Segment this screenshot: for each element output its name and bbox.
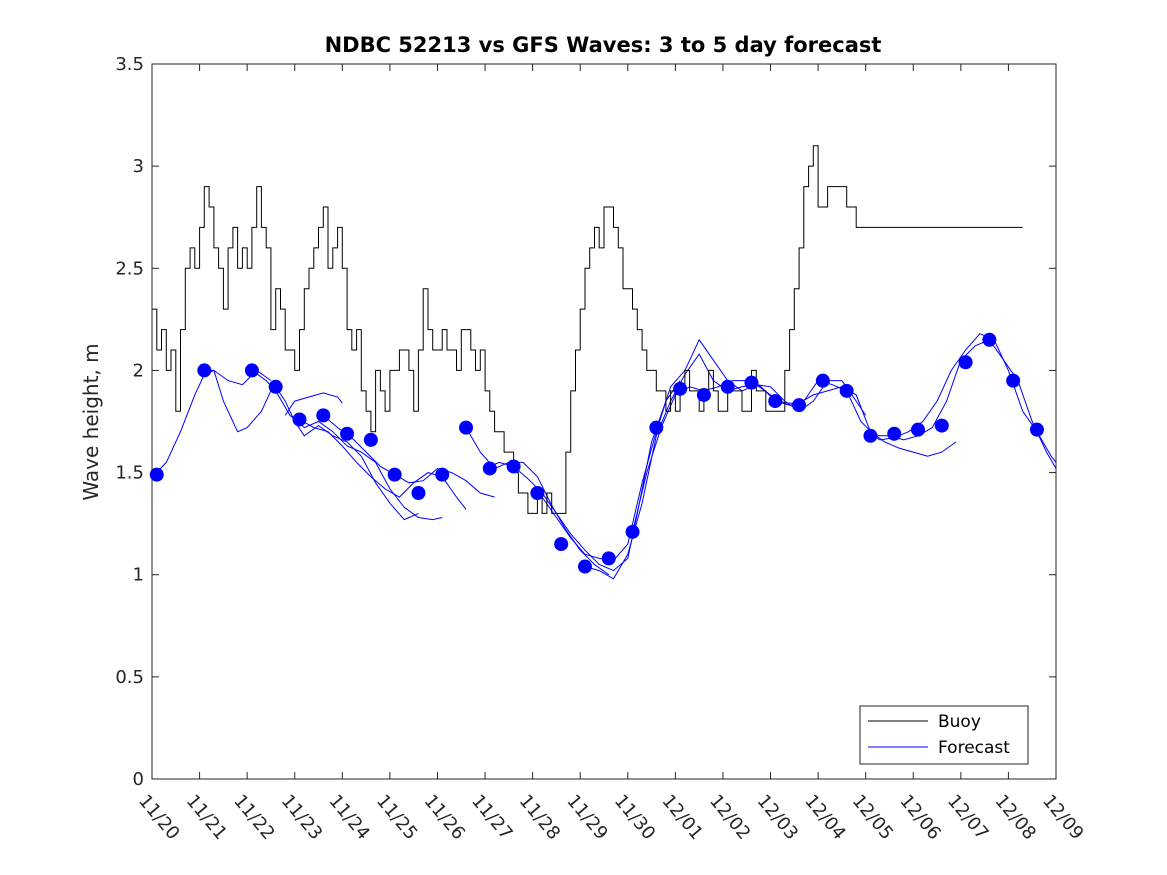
forecast-line	[251, 369, 443, 521]
x-tick-label: 11/27	[467, 791, 516, 844]
forecast-marker	[601, 551, 616, 566]
forecast-marker	[316, 408, 331, 423]
x-tick-label: 12/08	[991, 791, 1040, 844]
forecast-marker	[411, 486, 426, 500]
x-tick-label: 12/06	[895, 791, 944, 844]
y-tick-label: 1	[133, 565, 144, 586]
forecast-marker	[982, 332, 997, 347]
forecast-line	[299, 419, 467, 510]
forecast-marker	[268, 379, 283, 394]
forecast-marker	[744, 375, 759, 390]
x-tick-label: 11/22	[229, 791, 278, 844]
forecast-marker	[958, 355, 973, 370]
forecast-line	[204, 369, 272, 433]
forecast-marker	[720, 379, 735, 394]
y-tick-label: 2	[133, 360, 144, 381]
x-tick-label: 11/21	[182, 791, 231, 844]
forecast-marker	[387, 467, 402, 482]
forecast-marker	[839, 383, 854, 398]
forecast-marker	[625, 524, 640, 539]
x-tick-label: 11/29	[562, 791, 611, 844]
forecast-line	[284, 392, 343, 416]
legend-box	[859, 705, 1029, 765]
forecast-marker	[530, 486, 545, 500]
y-tick-label: 0	[133, 769, 144, 790]
x-tick-label: 12/04	[800, 791, 849, 844]
forecast-line	[584, 353, 957, 580]
forecast-line	[865, 333, 1057, 463]
forecast-marker	[482, 461, 497, 476]
x-tick-label: 12/03	[753, 791, 802, 844]
y-axis-label: Wave height, m	[79, 343, 103, 500]
forecast-marker	[1006, 373, 1021, 388]
forecast-marker	[768, 394, 783, 409]
axes-box	[151, 63, 1057, 780]
forecast-marker	[792, 398, 807, 413]
forecast-marker	[911, 422, 926, 437]
x-tick-label: 11/28	[515, 791, 564, 844]
forecast-marker	[244, 363, 259, 378]
x-tick-label: 12/09	[1038, 791, 1087, 844]
y-tick-label: 3.5	[115, 54, 144, 75]
x-tick-label: 12/05	[848, 791, 897, 844]
y-tick-label: 1.5	[115, 463, 144, 484]
x-tick-label: 12/02	[705, 791, 754, 844]
forecast-marker	[149, 467, 164, 482]
forecast-marker	[459, 420, 474, 435]
forecast-line	[632, 339, 1057, 532]
forecast-marker	[506, 459, 521, 474]
buoy-line	[152, 145, 1023, 514]
forecast-marker-layer	[149, 332, 1044, 574]
forecast-marker	[1029, 422, 1044, 437]
y-tick-label: 2.5	[115, 258, 144, 279]
forecast-marker	[673, 381, 688, 396]
x-tick-label: 11/26	[420, 791, 469, 844]
forecast-marker	[577, 559, 592, 574]
forecast-marker	[815, 373, 830, 388]
y-tick-label: 3	[133, 156, 144, 177]
forecast-line	[275, 386, 419, 521]
x-tick-label: 11/25	[372, 791, 421, 844]
forecast-marker	[197, 363, 212, 378]
forecast-marker	[554, 537, 569, 552]
forecast-line	[484, 380, 681, 572]
forecast-marker	[863, 428, 878, 443]
x-tick-label: 12/07	[943, 791, 992, 844]
forecast-marker	[292, 412, 307, 427]
y-axis-ticks: 0 0.5 1 1.5 2 2.5 3 3.5	[115, 54, 1056, 790]
legend: Buoy Forecast	[859, 705, 1029, 765]
x-tick-label: 11/30	[610, 791, 659, 844]
forecast-marker	[696, 387, 711, 402]
x-tick-label: 11/23	[277, 791, 326, 844]
forecast-marker	[934, 418, 949, 433]
x-tick-label: 11/24	[324, 791, 373, 844]
forecast-line	[541, 338, 867, 561]
forecast-marker	[649, 420, 664, 435]
chart-title: NDBC 52213 vs GFS Waves: 3 to 5 day fore…	[325, 33, 882, 57]
y-tick-label: 0.5	[115, 667, 144, 688]
forecast-marker	[887, 426, 902, 441]
legend-label-buoy: Buoy	[938, 712, 981, 732]
forecast-marker	[340, 426, 355, 441]
x-tick-label: 11/20	[134, 791, 183, 844]
x-tick-label: 12/01	[658, 791, 707, 844]
forecast-line	[154, 369, 272, 475]
forecast-marker	[435, 467, 450, 482]
forecast-marker	[363, 432, 378, 447]
series-layer	[152, 145, 1057, 580]
legend-label-forecast: Forecast	[938, 738, 1010, 758]
